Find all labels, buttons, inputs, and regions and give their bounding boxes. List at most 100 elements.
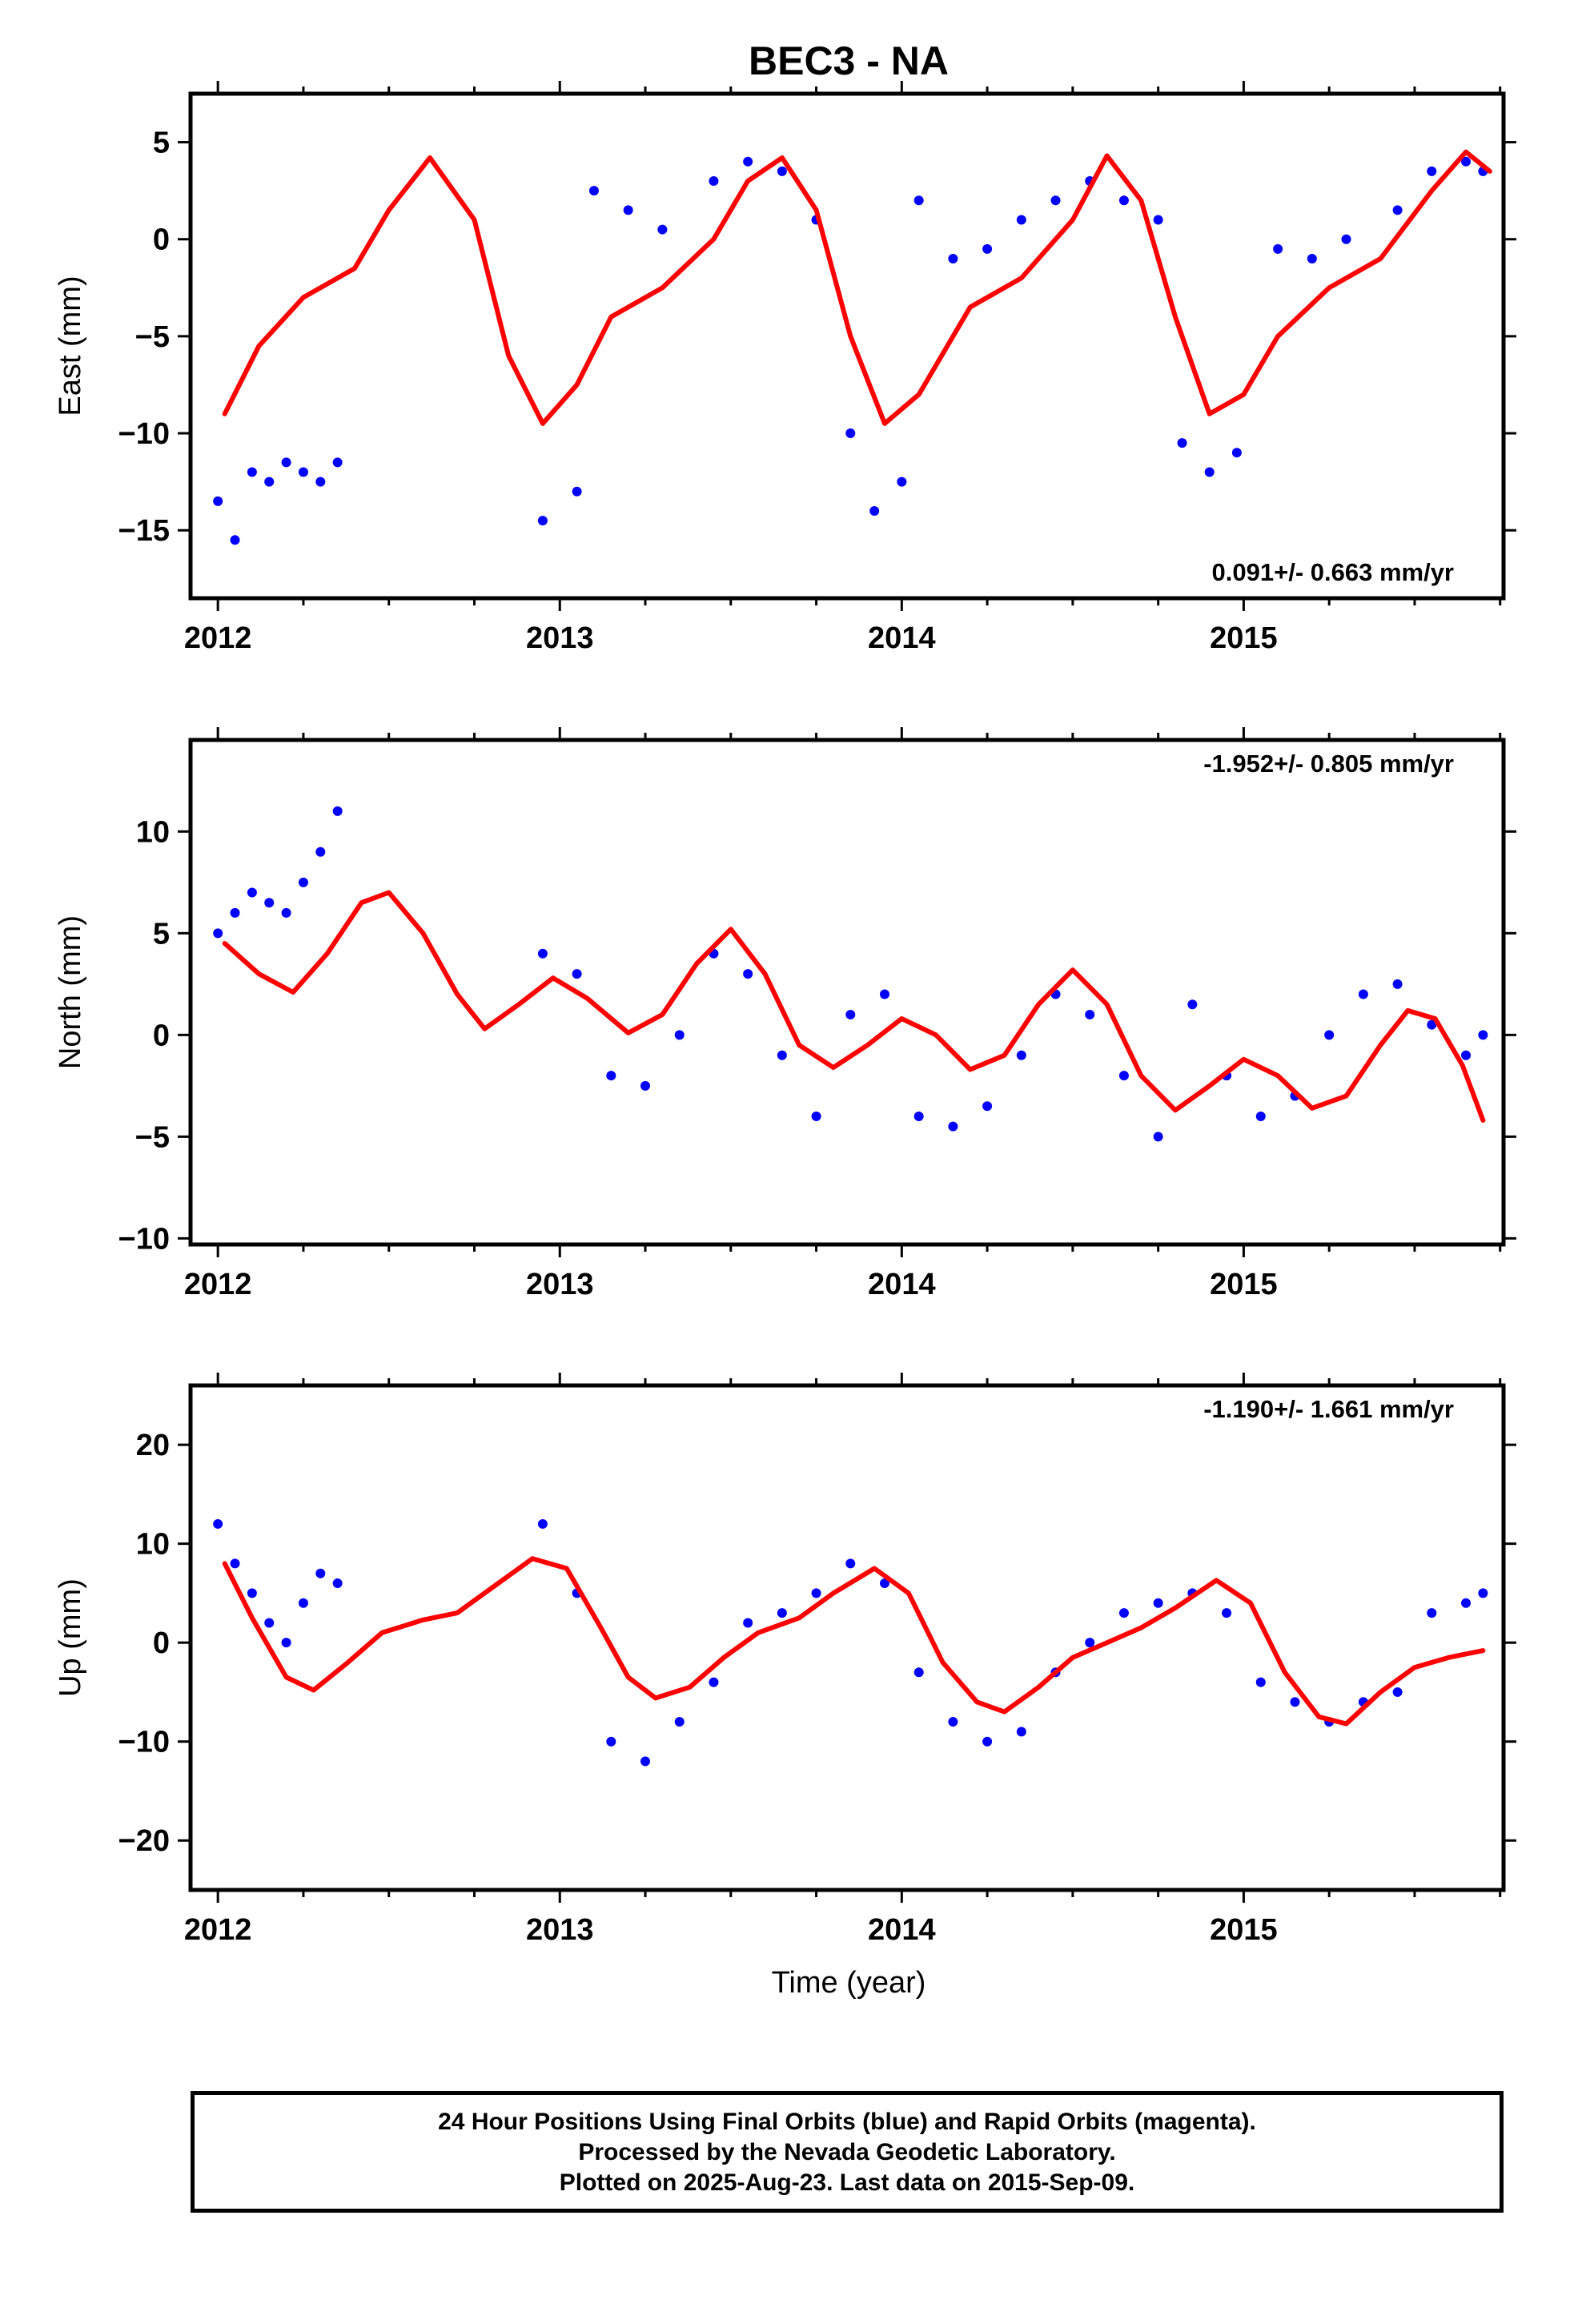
y-axis-label: Up (mm) bbox=[54, 1578, 87, 1697]
caption-line-1: 24 Hour Positions Using Final Orbits (bl… bbox=[438, 2109, 1256, 2135]
x-tick-label: 2014 bbox=[868, 1913, 936, 1947]
chart-title: BEC3 - NA bbox=[749, 38, 949, 83]
data-point bbox=[1118, 1071, 1129, 1081]
data-point bbox=[332, 1578, 343, 1589]
y-tick-label: 20 bbox=[136, 1429, 170, 1462]
data-point bbox=[332, 806, 343, 816]
data-point bbox=[982, 1736, 993, 1747]
data-point bbox=[913, 1667, 924, 1678]
data-point bbox=[606, 1736, 616, 1747]
plot-frame bbox=[188, 738, 1506, 1247]
y-tick-label: 10 bbox=[136, 1528, 170, 1562]
data-point bbox=[1085, 1009, 1095, 1019]
data-point bbox=[674, 1717, 685, 1727]
x-tick-label: 2012 bbox=[184, 621, 252, 655]
data-point bbox=[674, 1030, 685, 1040]
y-tick-label: 5 bbox=[153, 127, 170, 160]
data-point bbox=[982, 243, 993, 254]
data-point bbox=[777, 1608, 787, 1618]
rate-label: -1.952+/- 0.805 mm/yr bbox=[1203, 750, 1454, 778]
data-point bbox=[845, 1009, 856, 1019]
data-point bbox=[213, 496, 223, 506]
data-point bbox=[777, 1050, 787, 1060]
data-point bbox=[1153, 1132, 1163, 1142]
data-point bbox=[1118, 1608, 1129, 1618]
data-point bbox=[315, 476, 326, 487]
x-tick-label: 2015 bbox=[1210, 621, 1278, 655]
data-point bbox=[315, 846, 326, 857]
data-point bbox=[1204, 467, 1215, 477]
data-point bbox=[845, 428, 856, 439]
x-tick-label: 2012 bbox=[184, 1268, 252, 1301]
data-point bbox=[1427, 166, 1437, 176]
data-point bbox=[572, 969, 582, 979]
data-point bbox=[1016, 1050, 1026, 1060]
y-tick-label: 0 bbox=[153, 223, 170, 257]
y-tick-label: −20 bbox=[118, 1824, 170, 1858]
data-point bbox=[213, 1518, 223, 1529]
data-point bbox=[1050, 195, 1061, 206]
data-point bbox=[281, 1638, 291, 1648]
y-tick-label: −10 bbox=[118, 1726, 170, 1759]
data-point bbox=[281, 907, 291, 918]
data-point bbox=[869, 505, 880, 516]
data-point bbox=[1478, 1030, 1488, 1040]
y-tick-label: 10 bbox=[136, 815, 170, 849]
data-point bbox=[1478, 1588, 1488, 1598]
model-curve bbox=[222, 890, 1486, 1123]
data-point bbox=[1461, 156, 1472, 167]
data-point bbox=[230, 907, 240, 918]
y-tick-label: −10 bbox=[118, 417, 170, 451]
data-point bbox=[1307, 253, 1317, 263]
data-point bbox=[623, 205, 633, 215]
data-point bbox=[1177, 438, 1187, 448]
x-tick-label: 2013 bbox=[526, 621, 594, 655]
y-tick-label: 0 bbox=[153, 1019, 170, 1052]
model-curve bbox=[222, 149, 1492, 426]
data-point bbox=[1290, 1697, 1300, 1707]
y-tick-label: −10 bbox=[118, 1222, 170, 1256]
rate-label: 0.091+/- 0.663 mm/yr bbox=[1212, 558, 1454, 586]
data-point bbox=[897, 476, 907, 487]
data-point bbox=[1427, 1019, 1437, 1030]
y-axis-label: East (mm) bbox=[54, 275, 87, 416]
data-point bbox=[1341, 234, 1351, 244]
data-point bbox=[657, 224, 668, 235]
data-point bbox=[948, 253, 958, 263]
x-tick-label: 2015 bbox=[1210, 1268, 1278, 1301]
data-point bbox=[1085, 1638, 1095, 1648]
data-point bbox=[1153, 215, 1163, 225]
data-point bbox=[743, 969, 753, 979]
panel-1: 2012 2013 2014 2015 5 0 −5 −10 −15 East (mm) 0.091… bbox=[54, 81, 1516, 655]
data-point bbox=[1153, 1598, 1163, 1608]
data-point bbox=[230, 535, 240, 545]
data-point bbox=[315, 1568, 326, 1578]
data-point bbox=[1427, 1608, 1437, 1618]
data-point bbox=[537, 516, 548, 526]
y-tick-label: 5 bbox=[153, 917, 170, 951]
data-point bbox=[588, 186, 599, 196]
data-point bbox=[1461, 1050, 1472, 1060]
data-point bbox=[264, 1618, 275, 1628]
data-point bbox=[879, 989, 889, 999]
data-point bbox=[913, 1111, 924, 1121]
data-point bbox=[1461, 1598, 1472, 1608]
data-point bbox=[537, 948, 548, 959]
data-point bbox=[1273, 243, 1283, 254]
x-tick-label: 2013 bbox=[526, 1268, 594, 1301]
caption-line-3: Plotted on 2025-Aug-23. Last data on 201… bbox=[559, 2169, 1135, 2196]
data-point bbox=[247, 887, 257, 898]
data-point bbox=[281, 457, 291, 468]
plot-frame bbox=[188, 91, 1506, 601]
y-tick-label: 0 bbox=[153, 1626, 170, 1660]
data-point bbox=[247, 467, 257, 477]
caption-line-2: Processed by the Nevada Geodetic Laborat… bbox=[578, 2139, 1116, 2165]
x-tick-label: 2015 bbox=[1210, 1913, 1278, 1947]
y-tick-label: −5 bbox=[135, 1120, 170, 1154]
panel-3: 2012 2013 2014 2015 20 10 0 −10 −20 Up (mm) -1.190… bbox=[54, 1373, 1516, 1947]
data-point bbox=[709, 1677, 719, 1687]
data-point bbox=[640, 1080, 651, 1091]
data-point bbox=[332, 457, 343, 468]
data-point bbox=[845, 1558, 856, 1569]
